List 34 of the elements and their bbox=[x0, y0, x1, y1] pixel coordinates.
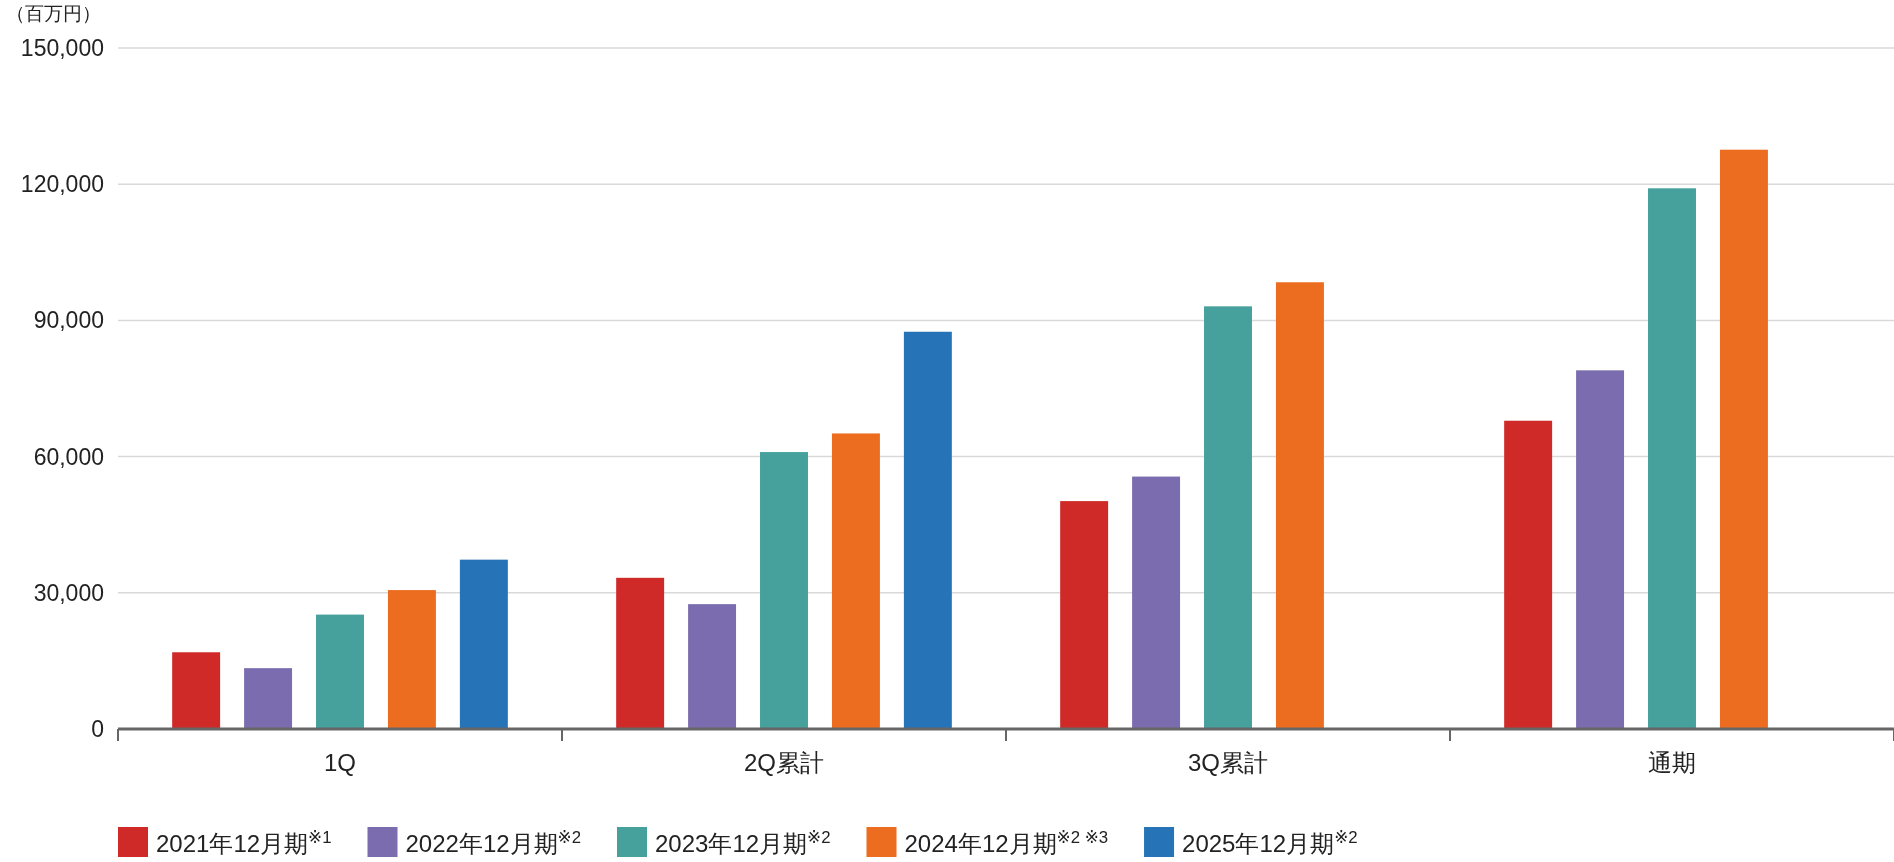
bar bbox=[1648, 188, 1696, 729]
bar bbox=[387, 590, 436, 729]
x-tick-label: 通期 bbox=[1648, 749, 1696, 776]
x-tick-label: 2Q累計 bbox=[743, 749, 825, 776]
y-tick-label: 30,000 bbox=[33, 579, 104, 606]
bar bbox=[459, 559, 508, 729]
bar bbox=[1719, 149, 1768, 729]
bar bbox=[1275, 282, 1324, 729]
x-tick-label: 3Q累計 bbox=[1187, 749, 1269, 776]
bar bbox=[831, 433, 880, 729]
bar bbox=[172, 652, 221, 729]
legend-label: 2025年12月期$^{※2}$ bbox=[1182, 827, 1358, 857]
x-tick-label: 1Q bbox=[323, 749, 357, 776]
y-tick-label: 120,000 bbox=[20, 171, 104, 198]
bar bbox=[1504, 420, 1553, 729]
bar bbox=[760, 452, 808, 729]
bar bbox=[1576, 370, 1625, 729]
y-axis-title: （百万円） bbox=[6, 3, 101, 24]
legend-label: 2023年12月期$^{※2}$ bbox=[655, 827, 831, 857]
bar bbox=[1204, 306, 1252, 729]
y-tick-label: 90,000 bbox=[33, 307, 104, 334]
bar bbox=[316, 614, 364, 729]
bar bbox=[1132, 476, 1181, 729]
bar bbox=[903, 331, 952, 729]
legend-label: 2024年12月期$^{※2 ※3}$ bbox=[904, 827, 1109, 857]
bar bbox=[616, 577, 665, 729]
legend-label: 2022年12月期$^{※2}$ bbox=[405, 827, 581, 857]
y-tick-label: 150,000 bbox=[20, 35, 104, 61]
bar bbox=[1060, 501, 1109, 729]
bar bbox=[688, 604, 737, 729]
bar bbox=[244, 668, 293, 729]
legend-label: 2021年12月期$^{※1}$ bbox=[156, 827, 332, 857]
y-tick-label: 60,000 bbox=[33, 443, 104, 470]
y-tick-label: 0 bbox=[91, 716, 104, 742]
